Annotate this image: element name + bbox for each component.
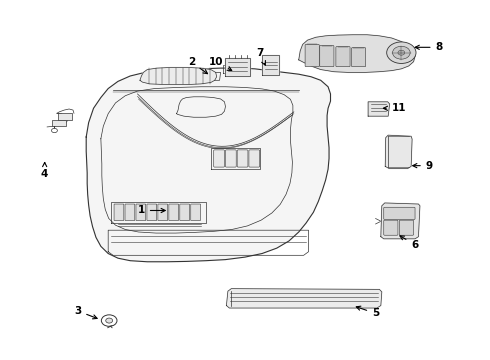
FancyBboxPatch shape — [384, 207, 415, 220]
Text: 3: 3 — [74, 306, 97, 319]
FancyBboxPatch shape — [125, 204, 135, 221]
Circle shape — [51, 129, 57, 133]
Text: 11: 11 — [383, 103, 406, 113]
Polygon shape — [368, 102, 390, 116]
FancyBboxPatch shape — [237, 150, 248, 167]
Text: 9: 9 — [413, 161, 433, 171]
Text: 10: 10 — [209, 57, 232, 71]
FancyBboxPatch shape — [136, 204, 146, 221]
FancyBboxPatch shape — [351, 48, 366, 67]
Text: 8: 8 — [415, 42, 443, 52]
FancyBboxPatch shape — [214, 150, 224, 167]
FancyBboxPatch shape — [225, 150, 236, 167]
Bar — [52, 120, 66, 126]
FancyBboxPatch shape — [305, 44, 319, 67]
FancyBboxPatch shape — [114, 204, 124, 221]
Polygon shape — [299, 35, 415, 72]
FancyBboxPatch shape — [320, 45, 334, 67]
Circle shape — [398, 50, 405, 55]
Circle shape — [392, 46, 410, 59]
FancyBboxPatch shape — [399, 220, 414, 235]
Polygon shape — [381, 203, 420, 239]
FancyBboxPatch shape — [180, 204, 190, 221]
FancyBboxPatch shape — [249, 150, 260, 167]
FancyBboxPatch shape — [158, 204, 168, 221]
Text: 4: 4 — [41, 162, 49, 179]
FancyBboxPatch shape — [169, 204, 179, 221]
Text: 7: 7 — [256, 48, 266, 65]
FancyBboxPatch shape — [147, 204, 157, 221]
Polygon shape — [226, 289, 382, 308]
Text: 5: 5 — [356, 306, 379, 318]
Polygon shape — [140, 67, 217, 85]
Circle shape — [387, 42, 416, 63]
Circle shape — [101, 315, 117, 326]
Circle shape — [106, 318, 113, 323]
FancyBboxPatch shape — [191, 204, 200, 221]
Polygon shape — [86, 68, 331, 262]
Polygon shape — [262, 55, 279, 75]
FancyBboxPatch shape — [384, 220, 398, 235]
Text: 2: 2 — [188, 57, 208, 74]
Bar — [58, 113, 72, 120]
Polygon shape — [225, 58, 250, 76]
Polygon shape — [385, 135, 412, 168]
Text: 6: 6 — [400, 236, 418, 249]
Text: 1: 1 — [138, 206, 165, 216]
FancyBboxPatch shape — [336, 46, 350, 67]
